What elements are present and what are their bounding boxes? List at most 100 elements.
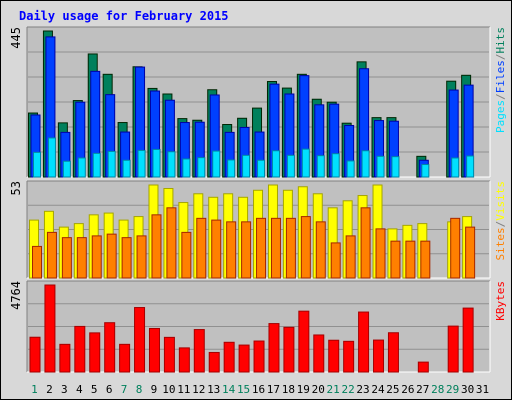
bar-kbytes-day-7 (119, 343, 131, 373)
bar-pages-day-4 (77, 157, 86, 178)
bar-kbytes-day-13 (208, 351, 220, 373)
chart-title: Daily usage for February 2015 (19, 9, 229, 23)
bar-sites-day-4 (76, 237, 87, 279)
series-files (30, 36, 474, 178)
x-tick-label-19: 19 (297, 383, 310, 396)
bar-kbytes-day-20 (313, 334, 325, 373)
bar-sites-day-29 (450, 217, 461, 279)
bar-sites-day-8 (136, 235, 147, 279)
x-tick-label-9: 9 (151, 383, 158, 396)
series-sites (32, 207, 476, 279)
x-tick-label-28: 28 (431, 383, 444, 396)
bar-kbytes-day-29 (447, 325, 459, 373)
bar-pages-day-7 (122, 159, 131, 178)
x-tick-label-23: 23 (356, 383, 369, 396)
bar-sites-day-14 (226, 221, 237, 279)
bar-sites-day-9 (151, 214, 162, 279)
series-kbytes (29, 284, 474, 373)
bar-pages-day-13 (212, 150, 221, 178)
x-tick-label-8: 8 (136, 383, 143, 396)
legend: Sites/Visits (494, 181, 507, 261)
bar-pages-day-15 (242, 154, 251, 178)
bar-sites-day-19 (300, 216, 311, 279)
bar-pages-day-20 (316, 155, 325, 178)
x-tick-label-10: 10 (162, 383, 175, 396)
bar-pages-day-10 (167, 151, 176, 178)
bar-kbytes-day-1 (29, 336, 41, 373)
bar-pages-day-5 (92, 152, 101, 178)
bar-sites-day-20 (315, 221, 326, 279)
bar-sites-day-2 (46, 231, 57, 279)
bar-sites-day-27 (420, 240, 431, 279)
x-tick-label-31: 31 (476, 383, 489, 396)
bar-kbytes-day-21 (328, 339, 340, 373)
bar-kbytes-day-22 (343, 340, 355, 373)
x-tick-label-24: 24 (371, 383, 385, 396)
x-tick-label-11: 11 (177, 383, 190, 396)
legend-entry: Pages (494, 100, 507, 133)
x-tick-label-12: 12 (192, 383, 205, 396)
x-tick-label-29: 29 (446, 383, 459, 396)
x-tick-label-26: 26 (401, 383, 414, 396)
bar-sites-day-23 (360, 207, 371, 279)
bar-pages-day-11 (182, 158, 191, 178)
x-tick-label-4: 4 (76, 383, 83, 396)
bar-sites-day-5 (91, 235, 102, 279)
bar-sites-day-11 (181, 231, 192, 279)
bar-sites-day-15 (241, 221, 252, 279)
bar-pages-day-3 (62, 160, 71, 178)
bar-sites-day-1 (32, 245, 42, 279)
x-tick-label-16: 16 (252, 383, 265, 396)
bar-pages-day-22 (346, 160, 355, 178)
panel-visits: 53 Sites/Visits (9, 180, 507, 279)
legend-entry: / (494, 93, 507, 100)
x-tick-label-15: 15 (237, 383, 250, 396)
x-tick-label-2: 2 (46, 383, 53, 396)
bar-kbytes-day-4 (74, 325, 86, 373)
bar-sites-day-10 (166, 207, 177, 279)
legend-entry: Files (494, 60, 507, 93)
legend-entry: / (494, 54, 507, 61)
bar-kbytes-day-16 (253, 340, 265, 373)
x-tick-label-20: 20 (312, 383, 325, 396)
x-tick-label-14: 14 (222, 383, 236, 396)
bar-kbytes-day-25 (387, 332, 399, 373)
bar-sites-day-25 (390, 240, 401, 279)
bar-sites-day-30 (465, 226, 476, 279)
bar-kbytes-day-9 (148, 327, 160, 373)
bar-kbytes-day-24 (373, 339, 385, 373)
bar-pages-day-2 (47, 137, 56, 178)
bar-kbytes-day-12 (193, 329, 205, 373)
bar-kbytes-day-27 (417, 361, 429, 373)
bar-kbytes-day-6 (104, 322, 116, 373)
bar-pages-day-27 (421, 164, 430, 178)
bar-pages-day-1 (33, 151, 41, 178)
y-max-label: 53 (9, 181, 23, 195)
bar-pages-day-25 (391, 156, 400, 178)
bar-pages-day-29 (451, 157, 460, 178)
bar-kbytes-day-30 (462, 307, 474, 373)
bar-kbytes-day-8 (134, 307, 146, 373)
bar-pages-day-24 (376, 155, 385, 178)
y-max-label: 445 (9, 27, 23, 49)
x-tick-label-1: 1 (31, 383, 38, 396)
bar-sites-day-18 (285, 217, 296, 279)
x-tick-label-30: 30 (461, 383, 474, 396)
bar-kbytes-day-2 (44, 284, 56, 373)
x-tick-label-17: 17 (267, 383, 280, 396)
x-tick-label-13: 13 (207, 383, 220, 396)
bar-sites-day-13 (211, 219, 222, 279)
bar-kbytes-day-15 (238, 344, 250, 373)
bar-pages-day-12 (197, 157, 206, 178)
bar-sites-day-17 (270, 217, 281, 279)
bar-kbytes-day-11 (178, 347, 190, 373)
bar-pages-day-8 (137, 149, 146, 178)
legend-entry: Visits (494, 181, 507, 221)
bar-pages-day-17 (271, 150, 280, 178)
x-tick-label-21: 21 (327, 383, 340, 396)
bar-kbytes-day-17 (268, 323, 280, 373)
